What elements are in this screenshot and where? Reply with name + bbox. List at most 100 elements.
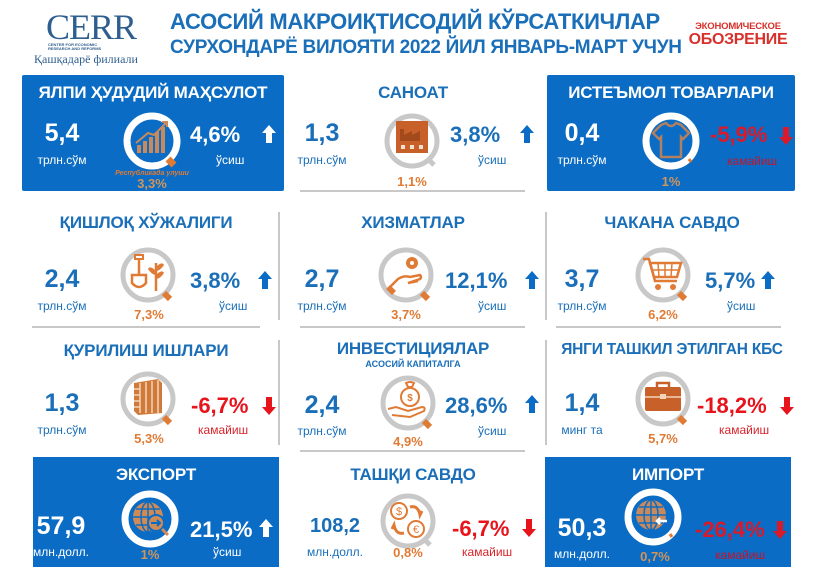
divider xyxy=(300,326,525,328)
card-value: 1,3 xyxy=(44,389,80,417)
divider xyxy=(300,190,525,192)
globe-import-icon xyxy=(624,488,682,546)
card-share: 3,7% xyxy=(391,307,421,322)
tshirt-icon xyxy=(642,112,700,170)
card-title: ИСТЕЪМОЛ ТОВАРЛАРИ xyxy=(568,83,774,102)
arrow-down-icon xyxy=(262,397,276,415)
arrow-up-icon xyxy=(520,125,534,143)
card-unit: млн.долл. xyxy=(554,547,610,561)
card-unit: трлн.сўм xyxy=(37,299,87,313)
card-growth-label: ўсиш xyxy=(478,153,507,167)
card-industry: САНОАТ 1,3 трлн.сўм 1,1% 3,8% ўсиш xyxy=(282,75,544,193)
arrow-up-icon xyxy=(258,271,272,289)
card-growth-label: ўсиш xyxy=(216,153,245,167)
card-share: 0,7% xyxy=(640,549,670,564)
divider xyxy=(556,326,781,328)
card-title: ИМПОРТ xyxy=(631,465,705,484)
card-growth-label: ўсиш xyxy=(219,299,248,313)
card-value: 2,4 xyxy=(44,265,80,293)
card-value: 108,2 xyxy=(309,515,361,537)
card-growth-label: ўсиш xyxy=(478,299,507,313)
arrow-down-icon xyxy=(522,519,536,537)
card-retail: ЧАКАНА САВДО 3,7 трлн.сўм 6,2% 5,7% ўсиш xyxy=(547,205,797,323)
divider xyxy=(545,212,547,320)
card-subtitle: АСОСИЙ КАПИТАЛГА xyxy=(365,359,461,369)
divider xyxy=(278,340,280,445)
divider xyxy=(300,450,525,452)
arrow-up-icon xyxy=(761,271,775,289)
svg-text:$: $ xyxy=(407,393,413,404)
arrow-down-icon xyxy=(773,521,787,539)
card-title: ИНВЕСТИЦИЯЛАР xyxy=(336,339,490,358)
economic-review-logo-line2: ОБОЗРЕНИЕ xyxy=(688,30,788,48)
card-growth: -6,7% xyxy=(452,516,510,541)
card-title: ЭКСПОРТ xyxy=(115,465,197,484)
card-growth-label: камайиш xyxy=(719,423,770,437)
card-unit: трлн.сўм xyxy=(557,299,607,313)
arrow-down-icon xyxy=(779,127,793,145)
card-share: 5,3% xyxy=(134,431,164,446)
globe-export-icon xyxy=(121,490,179,548)
svg-text:€: € xyxy=(413,524,419,536)
card-share: 1,1% xyxy=(397,174,427,189)
page-subtitle: СУРХОНДАРЁ ВИЛОЯТИ 2022 ЙИЛ ЯНВАРЬ-МАРТ … xyxy=(170,37,682,58)
card-growth: -18,2% xyxy=(697,393,767,418)
card-value: 1,3 xyxy=(304,119,340,147)
economic-review-logo: ЭКОНОМИЧЕСКОЕ ОБОЗРЕНИЕ xyxy=(683,22,793,48)
card-value: 1,4 xyxy=(564,389,600,417)
card-unit: млн.долл. xyxy=(33,545,89,559)
card-growth: 12,1% xyxy=(445,268,508,293)
card-share: 3,3% xyxy=(137,176,167,191)
card-share: 5,7% xyxy=(648,431,678,446)
economic-review-logo-line1: ЭКОНОМИЧЕСКОЕ xyxy=(695,21,781,32)
card-title: ТАШҚИ САВДО xyxy=(350,465,476,484)
briefcase-icon xyxy=(635,371,691,427)
cerr-logo: CERR CENTER FOR ECONOMIC RESEARCH AND RE… xyxy=(34,8,154,66)
card-title: ЧАКАНА САВДО xyxy=(604,213,740,232)
card-title: ХИЗМАТЛАР xyxy=(361,213,465,232)
card-construction: ҚУРИЛИШ ИШЛАРИ 1,3 трлн.сўм 5,3% -6,7% к… xyxy=(15,333,277,451)
card-title: САНОАТ xyxy=(378,83,448,102)
arrow-up-icon xyxy=(259,519,273,537)
svg-text:$: $ xyxy=(396,506,402,518)
cerr-logo-word: CERR xyxy=(46,7,137,47)
card-title: ҚУРИЛИШ ИШЛАРИ xyxy=(63,341,229,360)
currency-exchange-icon: $ € xyxy=(380,493,436,549)
divider xyxy=(278,212,280,320)
card-title: ЯНГИ ТАШКИЛ ЭТИЛГАН КБС xyxy=(561,341,783,358)
card-growth: 3,8% xyxy=(450,122,501,147)
card-growth-label: камайиш xyxy=(462,545,513,559)
shopping-cart-icon xyxy=(635,247,691,303)
card-share: 0,8% xyxy=(393,545,423,560)
arrow-up-icon xyxy=(262,125,276,143)
card-foreign-trade: ТАШҚИ САВДО 108,2 млн.долл. $ € 0,8% -6,… xyxy=(282,457,544,567)
divider xyxy=(32,326,260,328)
card-consumer-goods: ИСТЕЪМОЛ ТОВАРЛАРИ 0,4 трлн.сўм 1% -5,9%… xyxy=(547,75,795,191)
card-unit: трлн.сўм xyxy=(37,153,87,167)
card-unit: трлн.сўм xyxy=(297,424,347,438)
card-share-label: Республикада улуши xyxy=(115,170,189,177)
money-bag-hand-icon: $ xyxy=(380,375,436,431)
arrow-down-icon xyxy=(780,397,794,415)
card-value: 2,4 xyxy=(304,391,340,419)
card-growth: 28,6% xyxy=(445,393,508,418)
card-unit: трлн.сўм xyxy=(297,153,347,167)
card-value: 50,3 xyxy=(557,514,607,542)
card-agriculture: ҚИШЛОҚ ХЎЖАЛИГИ 2,4 трлн.сўм 7,3% 3,8% ў… xyxy=(15,205,277,323)
card-growth: -5,9% xyxy=(710,122,768,147)
factory-icon xyxy=(384,113,440,169)
card-growth-label: камайиш xyxy=(715,548,766,562)
page-title: АСОСИЙ МАКРОИҚТИСОДИЙ КЎРСАТКИЧЛАР xyxy=(170,9,660,34)
card-growth: 5,7% xyxy=(705,268,756,293)
card-growth-label: камайиш xyxy=(198,423,249,437)
cerr-logo-subtitle: CENTER FOR ECONOMIC RESEARCH AND REFORMS xyxy=(48,42,102,51)
card-value: 0,4 xyxy=(564,119,600,147)
card-growth-label: ўсиш xyxy=(478,424,507,438)
card-value: 5,4 xyxy=(44,119,80,147)
card-growth-label: ўсиш xyxy=(727,299,756,313)
card-growth: 21,5% xyxy=(190,517,253,542)
header: CERR CENTER FOR ECONOMIC RESEARCH AND RE… xyxy=(0,0,825,68)
card-investments: ИНВЕСТИЦИЯЛАР АСОСИЙ КАПИТАЛГА 2,4 трлн.… xyxy=(282,333,544,451)
growth-chart-icon xyxy=(123,112,181,170)
card-value: 3,7 xyxy=(564,265,600,293)
